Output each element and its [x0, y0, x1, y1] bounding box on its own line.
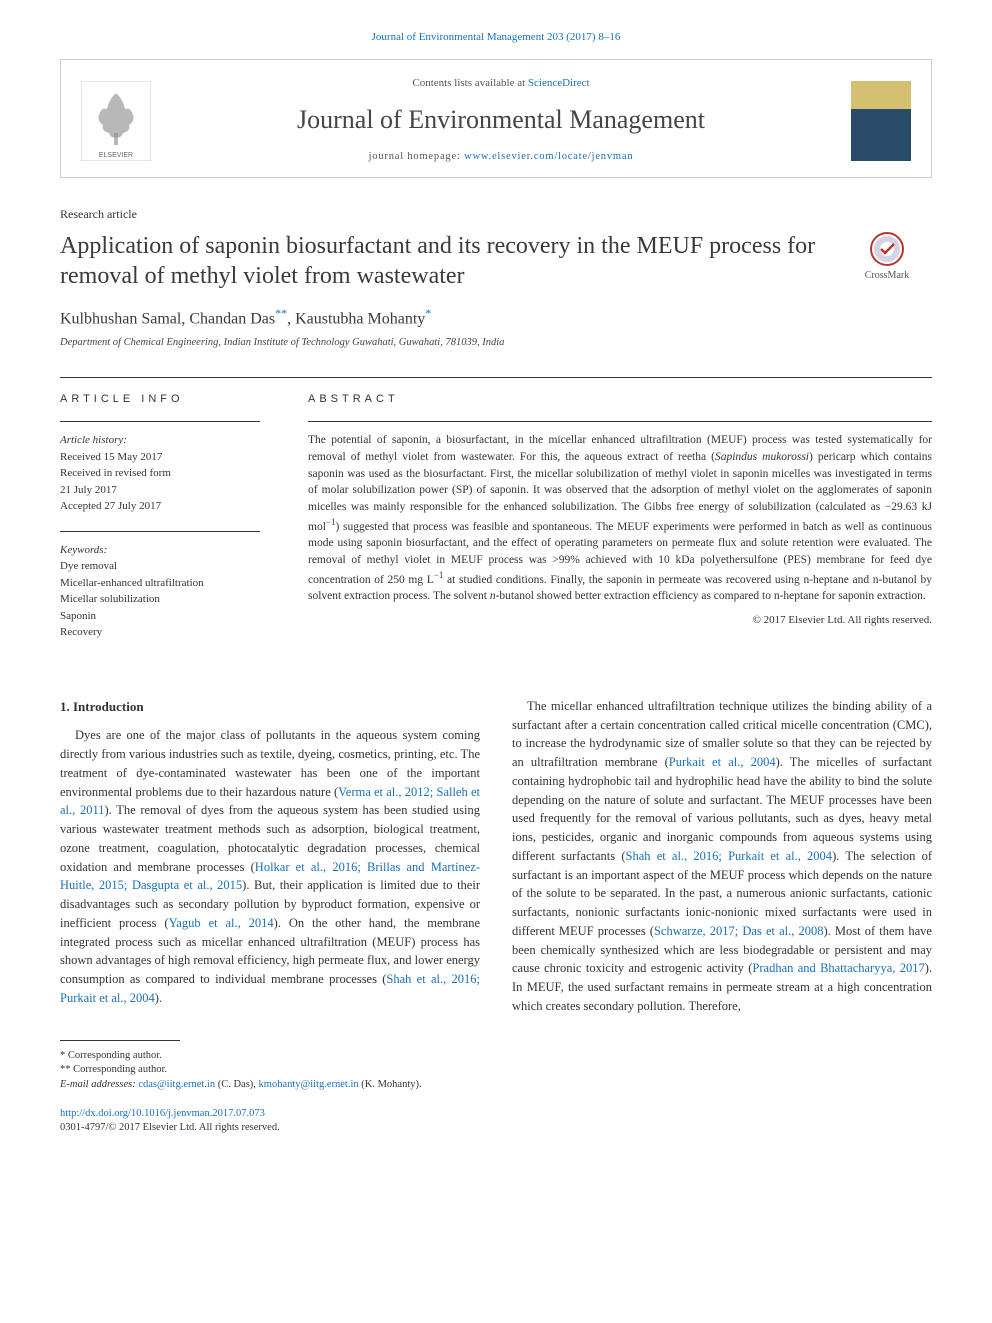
elsevier-logo: ELSEVIER [81, 81, 151, 161]
crossmark-label: CrossMark [865, 270, 909, 281]
keyword: Recovery [60, 624, 260, 641]
keyword: Dye removal [60, 558, 260, 575]
ref-link[interactable]: Purkait et al., 2004 [669, 755, 776, 769]
abstract-text: The potential of saponin, a biosurfactan… [308, 421, 932, 604]
journal-cover-thumbnail [851, 81, 911, 161]
article-history: Article history: Received 15 May 2017 Re… [60, 421, 260, 515]
ref-link[interactable]: Yagub et al., 2014 [169, 916, 274, 930]
article-type: Research article [60, 206, 932, 223]
body-columns: 1. Introduction Dyes are one of the majo… [60, 697, 932, 1016]
doi-block: http://dx.doi.org/10.1016/j.jenvman.2017… [60, 1107, 932, 1136]
contents-prefix: Contents lists available at [412, 77, 527, 89]
meta-row: ARTICLE INFO Article history: Received 1… [60, 377, 932, 657]
sciencedirect-link[interactable]: ScienceDirect [528, 77, 590, 89]
body-paragraph: Dyes are one of the major class of pollu… [60, 726, 480, 1007]
homepage-prefix: journal homepage: [369, 151, 464, 162]
ref-link[interactable]: Verma et al., 2012; Salleh et al., 2011 [60, 785, 480, 818]
article-info-column: ARTICLE INFO Article history: Received 1… [60, 378, 260, 657]
history-revised: Received in revised form21 July 2017 [60, 465, 260, 498]
history-received: Received 15 May 2017 [60, 449, 260, 466]
svg-text:ELSEVIER: ELSEVIER [99, 152, 133, 159]
email-link-2[interactable]: kmohanty@iitg.ernet.in [259, 1079, 359, 1090]
section-heading: 1. Introduction [60, 697, 480, 717]
history-accepted: Accepted 27 July 2017 [60, 498, 260, 515]
footnote-separator [60, 1040, 180, 1041]
doi-link[interactable]: http://dx.doi.org/10.1016/j.jenvman.2017… [60, 1108, 265, 1119]
abstract-heading: ABSTRACT [308, 392, 932, 407]
homepage-link[interactable]: www.elsevier.com/locate/jenvman [464, 151, 633, 162]
keyword: Saponin [60, 608, 260, 625]
footnotes: * Corresponding author. ** Corresponding… [60, 1049, 932, 1093]
keywords-block: Keywords: Dye removal Micellar-enhanced … [60, 531, 260, 641]
affiliation: Department of Chemical Engineering, Indi… [60, 336, 932, 351]
crossmark-icon [869, 231, 905, 267]
corresponding-author-1: * Corresponding author. [60, 1049, 932, 1064]
abstract-copyright: © 2017 Elsevier Ltd. All rights reserved… [308, 613, 932, 628]
keywords-label: Keywords: [60, 542, 260, 559]
article-info-heading: ARTICLE INFO [60, 392, 260, 407]
journal-name: Journal of Environmental Management [171, 102, 831, 138]
header-center: Contents lists available at ScienceDirec… [171, 76, 831, 164]
title-row: Application of saponin biosurfactant and… [60, 231, 932, 291]
body-paragraph: The micellar enhanced ultrafiltration te… [512, 697, 932, 1016]
history-label: Article history: [60, 432, 260, 449]
ref-link[interactable]: Shah et al., 2016; Purkait et al., 2004 [60, 972, 480, 1005]
contents-line: Contents lists available at ScienceDirec… [171, 76, 831, 91]
authors: Kulbhushan Samal, Chandan Das**, Kaustub… [60, 305, 932, 331]
ref-link[interactable]: Shah et al., 2016; Purkait et al., 2004 [626, 849, 833, 863]
elsevier-tree-icon: ELSEVIER [81, 81, 151, 161]
keyword: Micellar-enhanced ultrafiltration [60, 575, 260, 592]
corresponding-author-2: ** Corresponding author. [60, 1063, 932, 1078]
article-title: Application of saponin biosurfactant and… [60, 231, 842, 291]
email-line: E-mail addresses: cdas@iitg.ernet.in (C.… [60, 1078, 932, 1093]
homepage-line: journal homepage: www.elsevier.com/locat… [171, 150, 831, 165]
citation-link[interactable]: Journal of Environmental Management 203 … [372, 31, 621, 43]
ref-link[interactable]: Schwarze, 2017; Das et al., 2008 [654, 924, 824, 938]
keyword: Micellar solubilization [60, 591, 260, 608]
abstract-column: ABSTRACT The potential of saponin, a bio… [308, 378, 932, 657]
email-name-1: (C. Das), [218, 1079, 256, 1090]
journal-header: ELSEVIER Contents lists available at Sci… [60, 59, 932, 177]
top-citation: Journal of Environmental Management 203 … [60, 30, 932, 45]
issn-copyright: 0301-4797/© 2017 Elsevier Ltd. All right… [60, 1122, 280, 1133]
email-link-1[interactable]: cdas@iitg.ernet.in [138, 1079, 215, 1090]
ref-link[interactable]: Pradhan and Bhattacharyya, 2017 [752, 961, 924, 975]
crossmark-badge[interactable]: CrossMark [842, 231, 932, 283]
email-label: E-mail addresses: [60, 1079, 136, 1090]
ref-link[interactable]: Holkar et al., 2016; Brillas and Martíne… [60, 860, 480, 893]
email-name-2: (K. Mohanty). [361, 1079, 421, 1090]
